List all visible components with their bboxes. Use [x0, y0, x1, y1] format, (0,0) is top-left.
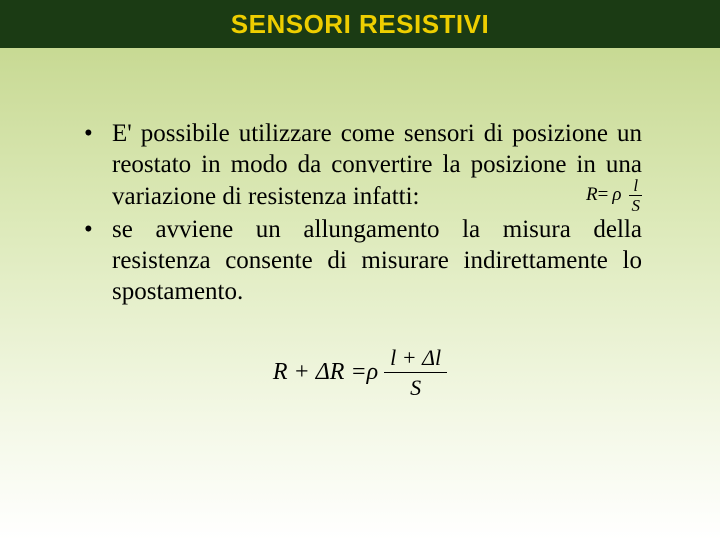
formula1-eq: =: [598, 183, 609, 207]
bullet-list: E' possibile utilizzare come sensori di …: [78, 118, 642, 308]
bullet-text-2: se avviene un allungamento la misura del…: [112, 216, 642, 306]
formula1-num: l: [629, 177, 642, 196]
formula1-den: S: [628, 196, 645, 214]
formula1-fraction: l S: [628, 177, 645, 214]
formula2-rho: ρ: [367, 359, 379, 386]
formula-block-wrap: R + ΔR = ρ l + Δl S: [78, 346, 642, 399]
formula2-den: S: [404, 373, 427, 399]
formula1-rho: ρ: [612, 183, 621, 207]
slide-header: SENSORI RESISTIVI: [0, 0, 720, 48]
bullet-item-1: E' possibile utilizzare come sensori di …: [78, 118, 642, 212]
slide-title: SENSORI RESISTIVI: [231, 9, 489, 40]
bullet-text-1: E' possibile utilizzare come sensori di …: [112, 120, 642, 210]
formula2-fraction: l + Δl S: [384, 346, 447, 399]
slide-body: E' possibile utilizzare come sensori di …: [0, 48, 720, 399]
bullet-item-2: se avviene un allungamento la misura del…: [78, 214, 642, 308]
formula2-num: l + Δl: [384, 346, 447, 373]
formula-inline: R = ρ l S: [586, 177, 644, 214]
formula1-lhs: R: [586, 183, 598, 207]
formula-block: R + ΔR = ρ l + Δl S: [273, 346, 447, 399]
formula2-lhs: R + ΔR =: [273, 359, 367, 386]
